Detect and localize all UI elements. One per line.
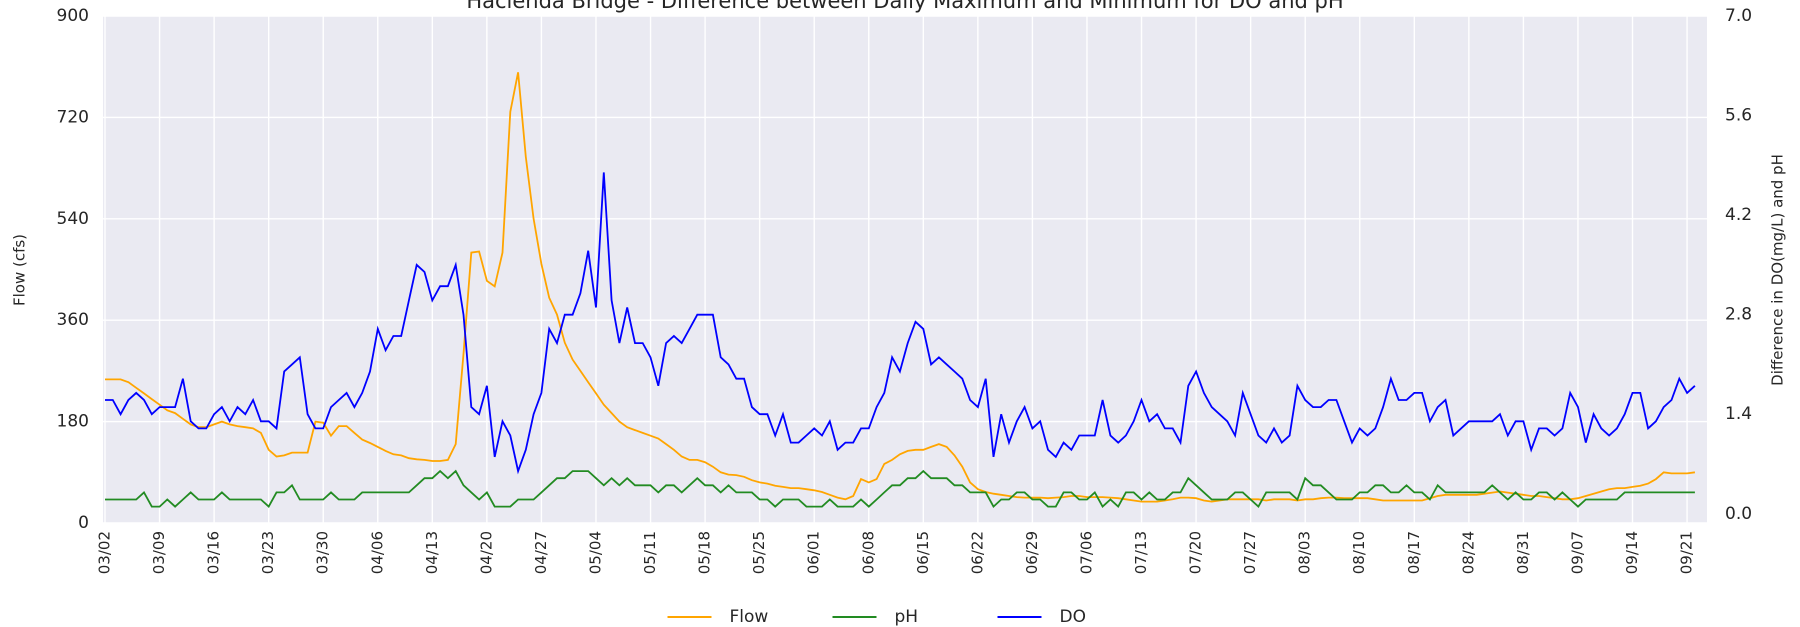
x-tick-label: 07/06: [1077, 531, 1095, 574]
x-tick-label: 04/13: [423, 531, 441, 574]
y2-tick-label: 2.8: [1725, 305, 1752, 325]
x-tick-label: 07/20: [1187, 531, 1205, 574]
x-tick-label: 06/22: [968, 531, 986, 574]
x-tick-label: 03/02: [96, 531, 114, 574]
x-tick-label: 05/18: [696, 531, 714, 574]
y-tick-label: 720: [57, 107, 89, 127]
y2-tick-label: 1.4: [1725, 404, 1752, 424]
y-tick-label: 180: [57, 412, 89, 432]
x-tick-label: 06/01: [805, 531, 823, 574]
x-tick-label: 08/31: [1514, 531, 1532, 574]
y2-tick-label: 7.0: [1725, 6, 1752, 26]
y-axis-label: Flow (cfs): [11, 234, 29, 306]
y-tick-label: 0: [78, 513, 89, 533]
plot-area: [103, 16, 1707, 523]
series-line: [105, 469, 1695, 509]
x-tick-label: 09/07: [1568, 531, 1586, 574]
x-tick-label: 06/29: [1023, 531, 1041, 574]
x-tick-label: 04/20: [477, 531, 495, 574]
x-tick-label: 07/13: [1132, 531, 1150, 574]
y2-tick-label: 5.6: [1725, 106, 1752, 126]
y2-tick-label: 4.2: [1725, 205, 1752, 225]
y-tick-label: 540: [57, 209, 89, 229]
legend-label: Flow: [730, 607, 769, 627]
x-tick-label: 03/23: [259, 531, 277, 574]
x-tick-label: 08/17: [1405, 531, 1423, 574]
y2-tick-label: 0.0: [1725, 504, 1752, 524]
x-tick-label: 09/21: [1678, 531, 1696, 574]
series-line: [105, 172, 1696, 475]
x-tick-label: 08/10: [1350, 531, 1368, 574]
x-tick-label: 06/15: [914, 531, 932, 574]
x-tick-label: 07/27: [1241, 531, 1259, 574]
x-tick-label: 04/27: [532, 531, 550, 574]
x-tick-label: 05/11: [641, 531, 659, 574]
legend-label: DO: [1060, 607, 1086, 627]
x-tick-label: 03/16: [205, 531, 223, 574]
y-tick-label: 900: [57, 6, 89, 26]
x-tick-label: 06/08: [859, 531, 877, 574]
x-tick-label: 08/03: [1296, 531, 1314, 574]
x-tick-label: 05/25: [750, 531, 768, 574]
x-tick-label: 05/04: [586, 531, 604, 574]
x-tick-label: 08/24: [1459, 531, 1477, 574]
legend-label: pH: [895, 607, 919, 627]
chart-title: Hacienda Bridge - Difference between Dai…: [466, 0, 1343, 13]
y-tick-label: 360: [57, 310, 89, 330]
x-tick-label: 03/09: [150, 531, 168, 574]
x-tick-label: 09/14: [1623, 531, 1641, 574]
y2-axis-label: Difference in DO(mg/L) and pH: [1769, 154, 1787, 386]
x-tick-label: 03/30: [314, 531, 332, 574]
x-tick-label: 04/06: [368, 531, 386, 574]
